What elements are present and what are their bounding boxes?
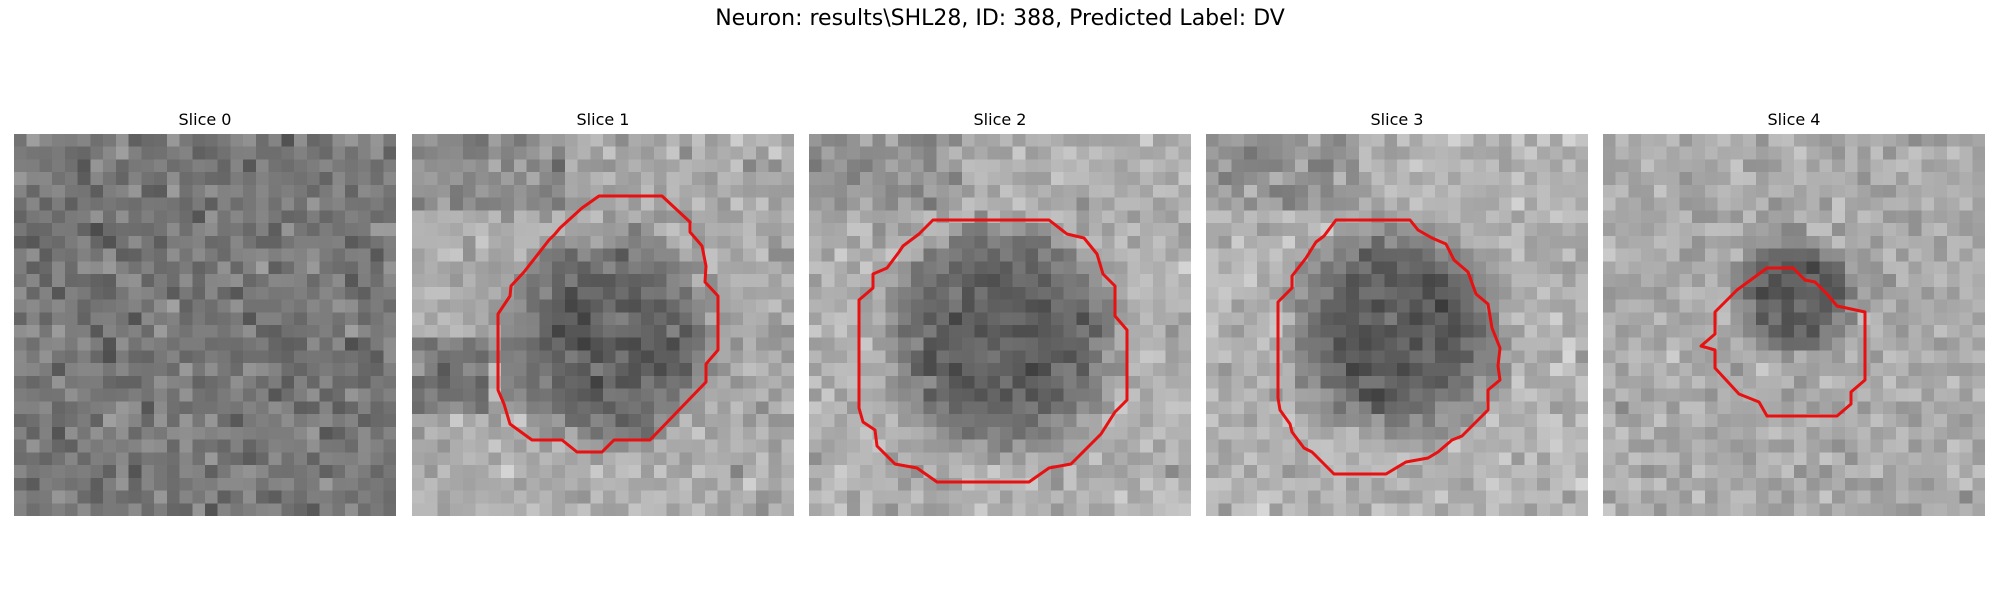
- slice-3-contour: [1276, 218, 1502, 476]
- slice-3-image: [1206, 134, 1588, 516]
- slice-0-image: [14, 134, 396, 516]
- slice-2-title: Slice 2: [973, 110, 1027, 129]
- slice-4-title: Slice 4: [1767, 110, 1821, 129]
- slice-4-image: [1603, 134, 1985, 516]
- slice-1-contour: [496, 194, 720, 454]
- slice-2-pixels: [809, 134, 1191, 516]
- slice-1-image: [412, 134, 794, 516]
- slice-2-image: [809, 134, 1191, 516]
- slice-0-pixels: [14, 134, 396, 516]
- slice-3-pixels: [1206, 134, 1588, 516]
- figure-title: Neuron: results\SHL28, ID: 388, Predicte…: [715, 6, 1285, 31]
- slice-4-pixels: [1603, 134, 1985, 516]
- slice-0-title: Slice 0: [178, 110, 232, 129]
- slice-2-contour: [857, 218, 1129, 484]
- slice-3-title: Slice 3: [1370, 110, 1424, 129]
- slice-4-contour: [1699, 266, 1867, 418]
- slice-1-title: Slice 1: [576, 110, 630, 129]
